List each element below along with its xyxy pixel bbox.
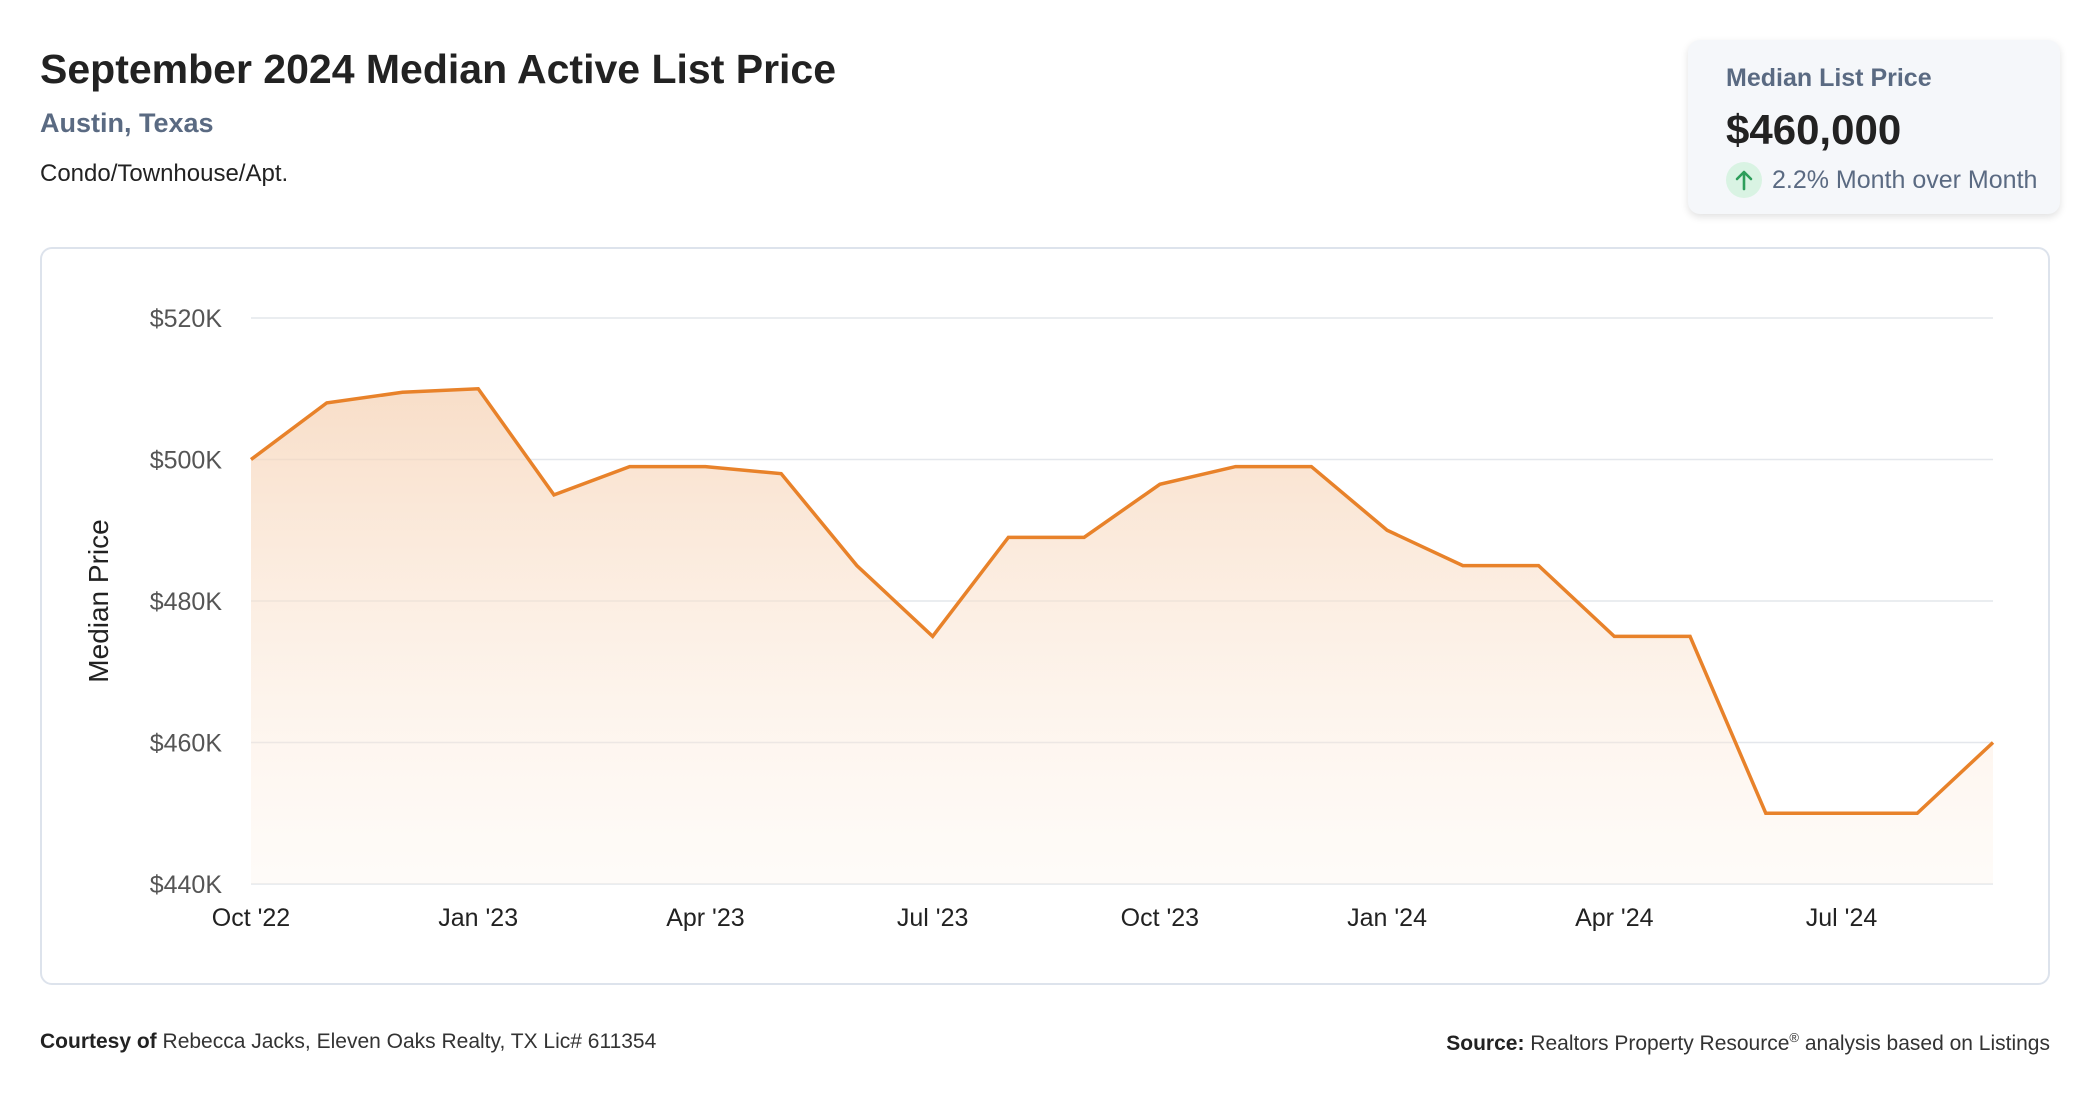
kpi-label: Median List Price: [1726, 64, 1932, 92]
y-tick-label: $460K: [150, 730, 223, 758]
property-type-label: Condo/Townhouse/Apt.: [40, 160, 289, 187]
footer-source: Source: Realtors Property Resource® anal…: [1446, 1030, 2050, 1056]
y-tick-label: $500K: [150, 447, 223, 475]
page-title: September 2024 Median Active List Price: [40, 46, 837, 92]
courtesy-label: Courtesy of: [40, 1030, 157, 1053]
x-tick-label: Jul '23: [897, 904, 968, 932]
y-tick-label: $480K: [150, 588, 223, 616]
location-subtitle: Austin, Texas: [40, 108, 214, 138]
median-price-chart: $440K $460K $480K $500K $520K Median Price Oct…: [83, 305, 1995, 932]
kpi-value: $460,000: [1726, 106, 1902, 153]
x-tick-label: Apr '23: [666, 904, 744, 932]
source-label: Source:: [1446, 1032, 1525, 1055]
y-tick-label: $440K: [150, 871, 223, 899]
source-text: Realtors Property Resource: [1530, 1032, 1790, 1055]
x-tick-label: Oct '23: [1121, 904, 1199, 932]
kpi-change: 2.2% Month over Month: [1726, 162, 2037, 198]
kpi-change-text: 2.2% Month over Month: [1772, 165, 2038, 194]
x-tick-label: Jan '23: [438, 904, 518, 932]
y-axis-label: Median Price: [83, 519, 114, 682]
series-line: [249, 386, 1995, 815]
arrow-up-icon: [1726, 162, 1762, 198]
source-tail: analysis based on Listings: [1799, 1032, 2050, 1055]
series-area: [251, 388, 1993, 884]
x-tick-label: Apr '24: [1575, 904, 1654, 932]
median-list-price-card: Median List Price $460,000 2.2% Month ov…: [1688, 40, 2060, 214]
registered-mark: ®: [1789, 1030, 1799, 1045]
courtesy-text: Rebecca Jacks, Eleven Oaks Realty, TX Li…: [162, 1030, 657, 1053]
x-tick-label: Oct '22: [212, 904, 290, 932]
footer-courtesy: Courtesy of Rebecca Jacks, Eleven Oaks R…: [40, 1030, 656, 1054]
y-tick-label: $520K: [150, 305, 223, 333]
x-tick-label: Jan '24: [1347, 904, 1427, 932]
x-tick-label: Jul '24: [1806, 904, 1878, 932]
